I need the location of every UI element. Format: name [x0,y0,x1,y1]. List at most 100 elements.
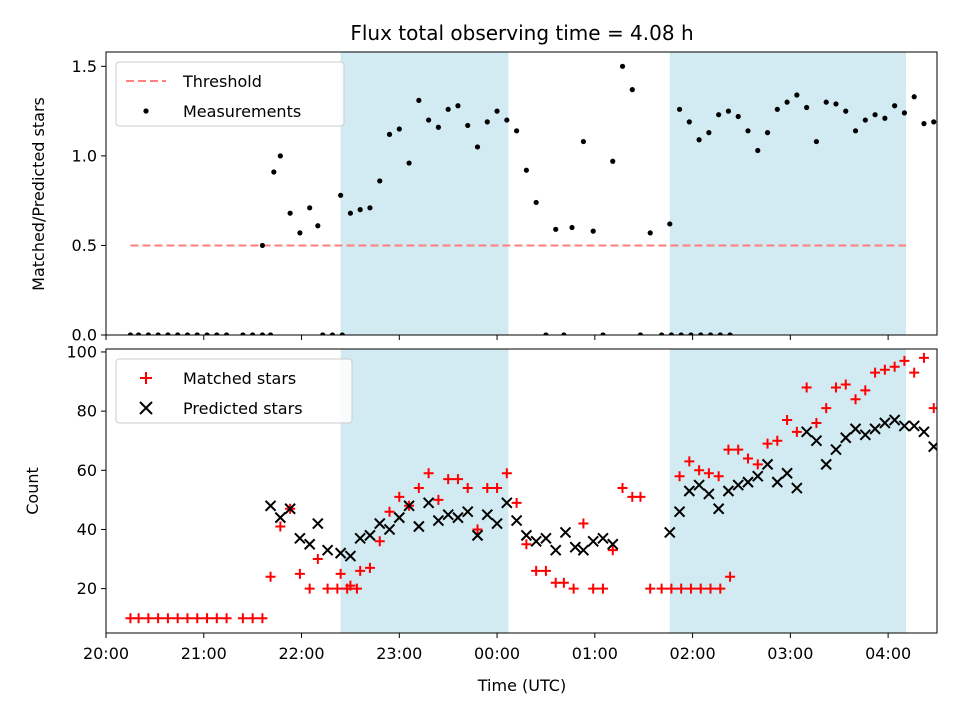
matched-star-point [558,577,569,588]
predicted-star-point [481,508,493,521]
matched-star-point [597,583,608,594]
measurement-point [287,210,293,216]
matched-star-point [801,382,812,393]
measurement-point [745,128,751,134]
matched-star-point [666,583,677,594]
matched-star-point [568,583,579,594]
measurement-point [175,332,181,335]
bottom-legend: Matched stars Predicted stars [115,358,353,424]
legend-predicted-swatch [139,401,153,415]
matched-star-point [153,613,164,624]
matched-star-point [821,403,832,414]
matched-star-point [723,444,734,455]
measurement-point [569,224,575,231]
predicted-star-point [830,443,842,456]
predicted-star-point [918,426,930,438]
predicted-star-point [703,488,715,500]
measurement-point [523,167,529,173]
measurement-point [813,138,820,145]
bottom-axes-frame [105,348,938,634]
top-shaded-interval [669,52,907,335]
measurement-point [250,332,256,335]
measurement-point [668,332,675,335]
predicted-star-point [413,520,425,533]
matched-star-point [202,613,213,624]
matched-star-point [462,483,473,494]
matched-star-point [472,524,483,535]
bottom-shaded-interval [669,349,907,633]
x-tick-label: 22:00 [278,644,324,663]
bottom-y-tick-label: 80 [77,402,97,421]
matched-star-point [433,494,444,505]
predicted-star-point [354,532,366,545]
top-plot-area [127,52,937,335]
matched-star-point [452,474,463,485]
legend-label: Measurements [183,102,301,121]
matched-star-point [762,438,773,449]
predicted-star-point [597,532,609,545]
predicted-star-point [587,535,599,547]
matched-star-point [870,367,881,378]
predicted-star-point [791,482,803,494]
matched-star-point [257,613,268,624]
matched-star-point [443,474,454,485]
top-shaded-interval [340,52,509,335]
matched-star-point [617,483,628,494]
measurement-point [678,332,684,335]
matched-star-point [237,613,248,624]
measurement-point [862,117,868,123]
measurement-point [514,128,520,134]
matched-star-point [889,361,900,372]
top-y-tick-label: 0.0 [72,326,97,345]
matched-star-point [275,521,286,532]
predicted-star-point [664,526,676,539]
measurement-point [357,207,363,213]
matched-star-point [394,491,405,502]
predicted-star-point [383,523,396,536]
measurement-point [155,332,161,335]
measurement-point [823,99,829,105]
legend-box [115,61,345,127]
matched-star-point [304,583,315,594]
measurement-point [367,205,373,211]
measurement-point [637,332,644,335]
measurement-point [339,332,345,335]
predicted-star-point [334,547,347,559]
chart-title: Flux total observing time = 4.08 h [350,21,693,45]
predicted-star-point [577,544,590,556]
measurement-point [706,130,712,136]
x-tick-label: 03:00 [767,644,813,663]
predicted-star-point [422,497,435,509]
bottom-shaded-interval [340,349,509,633]
measurement-point [590,228,596,234]
bottom-plot-area [125,349,958,633]
predicted-star-point [530,535,542,547]
predicted-star-point [432,514,445,527]
predicted-star-point [294,532,306,545]
matched-star-point [840,379,851,390]
measurement-point [504,117,510,123]
matched-star-point [742,453,753,464]
matched-star-point [335,568,346,579]
measurement-point [271,169,277,175]
matched-star-point [351,583,362,594]
predicted-star-point [491,517,503,530]
matched-star-point [211,613,222,624]
matched-star-point [413,483,424,494]
predicted-star-point [928,440,937,453]
matched-star-point [948,510,958,520]
matched-star-point [676,583,687,594]
measurement-point [725,108,732,114]
x-axis-label: Time (UTC) [477,676,566,695]
measurement-point [727,332,733,335]
bottom-y-tick-label: 60 [77,461,97,480]
measurement-point [194,332,200,335]
matched-star-point [492,483,503,494]
matched-star-point [192,613,203,624]
predicted-star-point [284,503,296,515]
predicted-star-point [364,529,376,542]
predicted-star-point [559,526,572,539]
x-tick-label: 00:00 [474,644,520,663]
predicted-star-point [550,544,562,556]
